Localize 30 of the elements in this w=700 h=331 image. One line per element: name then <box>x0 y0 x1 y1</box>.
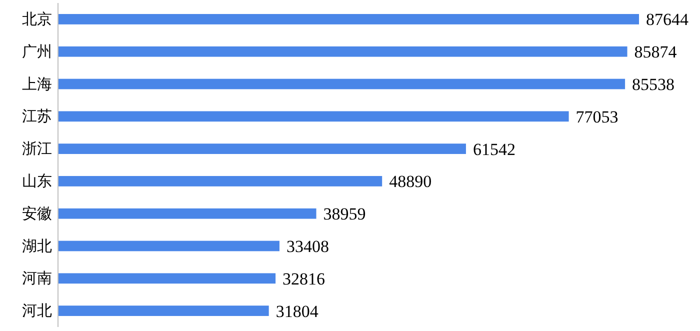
data-label: 31804 <box>276 302 319 321</box>
y-tick-label: 浙江 <box>22 140 52 158</box>
y-tick-label: 湖北 <box>22 236 52 255</box>
data-label: 77053 <box>576 107 618 126</box>
y-tick-label: 上海 <box>22 74 52 93</box>
data-label: 48890 <box>389 172 432 192</box>
bar <box>58 273 276 284</box>
bar <box>58 176 382 186</box>
y-tick-label: 河南 <box>22 269 52 288</box>
data-label: 32816 <box>282 269 326 288</box>
bar <box>58 46 628 57</box>
bar <box>58 111 569 122</box>
y-tick-label: 安徽 <box>22 204 52 222</box>
y-tick-label: 广州 <box>22 42 52 60</box>
y-tick-label: 江苏 <box>22 107 52 126</box>
bar <box>58 306 269 316</box>
data-label: 85874 <box>634 42 678 62</box>
y-tick-label: 河北 <box>22 302 52 320</box>
bar <box>58 144 466 154</box>
bar <box>58 240 280 252</box>
data-label: 38959 <box>323 204 366 224</box>
bar <box>58 14 639 24</box>
data-label: 87644 <box>646 10 689 30</box>
data-label: 61542 <box>472 140 516 159</box>
y-tick-label: 北京 <box>22 10 52 28</box>
bar <box>58 208 316 219</box>
data-label: 33408 <box>286 236 329 256</box>
bar <box>58 78 626 90</box>
y-tick-label: 山东 <box>22 172 52 190</box>
data-label: 85538 <box>632 74 675 94</box>
